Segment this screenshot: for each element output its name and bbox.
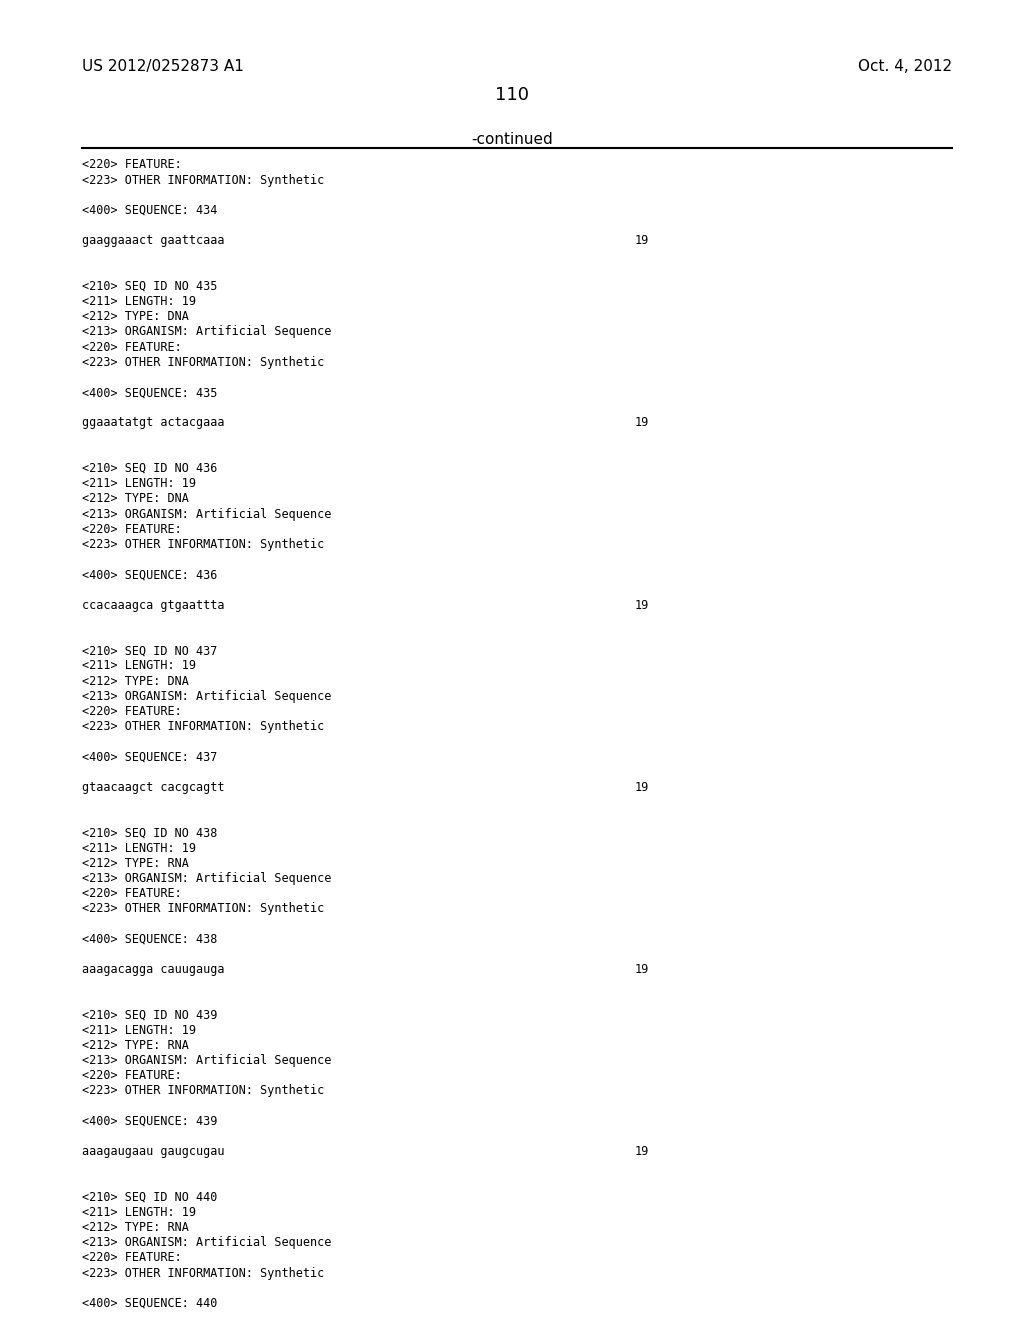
- Text: ggaaatatgt actacgaaa: ggaaatatgt actacgaaa: [82, 417, 224, 429]
- Text: <213> ORGANISM: Artificial Sequence: <213> ORGANISM: Artificial Sequence: [82, 1236, 332, 1249]
- Text: ccacaaagca gtgaattta: ccacaaagca gtgaattta: [82, 599, 224, 611]
- Text: <400> SEQUENCE: 440: <400> SEQUENCE: 440: [82, 1296, 217, 1309]
- Text: <211> LENGTH: 19: <211> LENGTH: 19: [82, 477, 196, 490]
- Text: <211> LENGTH: 19: <211> LENGTH: 19: [82, 842, 196, 854]
- Text: <220> FEATURE:: <220> FEATURE:: [82, 887, 181, 900]
- Text: <400> SEQUENCE: 438: <400> SEQUENCE: 438: [82, 932, 217, 945]
- Text: <213> ORGANISM: Artificial Sequence: <213> ORGANISM: Artificial Sequence: [82, 325, 332, 338]
- Text: <400> SEQUENCE: 437: <400> SEQUENCE: 437: [82, 750, 217, 763]
- Text: <211> LENGTH: 19: <211> LENGTH: 19: [82, 1024, 196, 1036]
- Text: <212> TYPE: DNA: <212> TYPE: DNA: [82, 675, 188, 688]
- Text: Oct. 4, 2012: Oct. 4, 2012: [858, 59, 952, 74]
- Text: 110: 110: [495, 86, 529, 104]
- Text: <213> ORGANISM: Artificial Sequence: <213> ORGANISM: Artificial Sequence: [82, 1053, 332, 1067]
- Text: <210> SEQ ID NO 438: <210> SEQ ID NO 438: [82, 826, 217, 840]
- Text: <223> OTHER INFORMATION: Synthetic: <223> OTHER INFORMATION: Synthetic: [82, 721, 325, 733]
- Text: <213> ORGANISM: Artificial Sequence: <213> ORGANISM: Artificial Sequence: [82, 689, 332, 702]
- Text: <400> SEQUENCE: 435: <400> SEQUENCE: 435: [82, 385, 217, 399]
- Text: 19: 19: [635, 235, 649, 247]
- Text: <212> TYPE: RNA: <212> TYPE: RNA: [82, 1039, 188, 1052]
- Text: <210> SEQ ID NO 440: <210> SEQ ID NO 440: [82, 1191, 217, 1204]
- Text: <213> ORGANISM: Artificial Sequence: <213> ORGANISM: Artificial Sequence: [82, 508, 332, 520]
- Text: aaagaugaau gaugcugau: aaagaugaau gaugcugau: [82, 1144, 224, 1158]
- Text: gaaggaaact gaattcaaa: gaaggaaact gaattcaaa: [82, 235, 224, 247]
- Text: <223> OTHER INFORMATION: Synthetic: <223> OTHER INFORMATION: Synthetic: [82, 355, 325, 368]
- Text: <213> ORGANISM: Artificial Sequence: <213> ORGANISM: Artificial Sequence: [82, 871, 332, 884]
- Text: <220> FEATURE:: <220> FEATURE:: [82, 158, 181, 172]
- Text: <210> SEQ ID NO 437: <210> SEQ ID NO 437: [82, 644, 217, 657]
- Text: <400> SEQUENCE: 439: <400> SEQUENCE: 439: [82, 1114, 217, 1127]
- Text: <400> SEQUENCE: 434: <400> SEQUENCE: 434: [82, 205, 217, 216]
- Text: <220> FEATURE:: <220> FEATURE:: [82, 523, 181, 536]
- Text: <223> OTHER INFORMATION: Synthetic: <223> OTHER INFORMATION: Synthetic: [82, 1085, 325, 1097]
- Text: <212> TYPE: RNA: <212> TYPE: RNA: [82, 857, 188, 870]
- Text: 19: 19: [635, 1144, 649, 1158]
- Text: -continued: -continued: [471, 132, 553, 147]
- Text: <223> OTHER INFORMATION: Synthetic: <223> OTHER INFORMATION: Synthetic: [82, 173, 325, 186]
- Text: <220> FEATURE:: <220> FEATURE:: [82, 1251, 181, 1265]
- Text: 19: 19: [635, 417, 649, 429]
- Text: <210> SEQ ID NO 436: <210> SEQ ID NO 436: [82, 462, 217, 475]
- Text: <210> SEQ ID NO 439: <210> SEQ ID NO 439: [82, 1008, 217, 1022]
- Text: <211> LENGTH: 19: <211> LENGTH: 19: [82, 296, 196, 308]
- Text: <400> SEQUENCE: 436: <400> SEQUENCE: 436: [82, 568, 217, 581]
- Text: <220> FEATURE:: <220> FEATURE:: [82, 341, 181, 354]
- Text: <211> LENGTH: 19: <211> LENGTH: 19: [82, 660, 196, 672]
- Text: <210> SEQ ID NO 435: <210> SEQ ID NO 435: [82, 280, 217, 293]
- Text: <212> TYPE: DNA: <212> TYPE: DNA: [82, 492, 188, 506]
- Text: 19: 19: [635, 599, 649, 611]
- Text: <220> FEATURE:: <220> FEATURE:: [82, 705, 181, 718]
- Text: aaagacagga cauugauga: aaagacagga cauugauga: [82, 964, 224, 975]
- Text: <223> OTHER INFORMATION: Synthetic: <223> OTHER INFORMATION: Synthetic: [82, 539, 325, 550]
- Text: US 2012/0252873 A1: US 2012/0252873 A1: [82, 59, 244, 74]
- Text: <211> LENGTH: 19: <211> LENGTH: 19: [82, 1206, 196, 1218]
- Text: <212> TYPE: DNA: <212> TYPE: DNA: [82, 310, 188, 323]
- Text: 19: 19: [635, 780, 649, 793]
- Text: gtaacaagct cacgcagtt: gtaacaagct cacgcagtt: [82, 780, 224, 793]
- Text: 19: 19: [635, 964, 649, 975]
- Text: <220> FEATURE:: <220> FEATURE:: [82, 1069, 181, 1082]
- Text: <223> OTHER INFORMATION: Synthetic: <223> OTHER INFORMATION: Synthetic: [82, 1267, 325, 1279]
- Text: <223> OTHER INFORMATION: Synthetic: <223> OTHER INFORMATION: Synthetic: [82, 903, 325, 915]
- Text: <212> TYPE: RNA: <212> TYPE: RNA: [82, 1221, 188, 1234]
